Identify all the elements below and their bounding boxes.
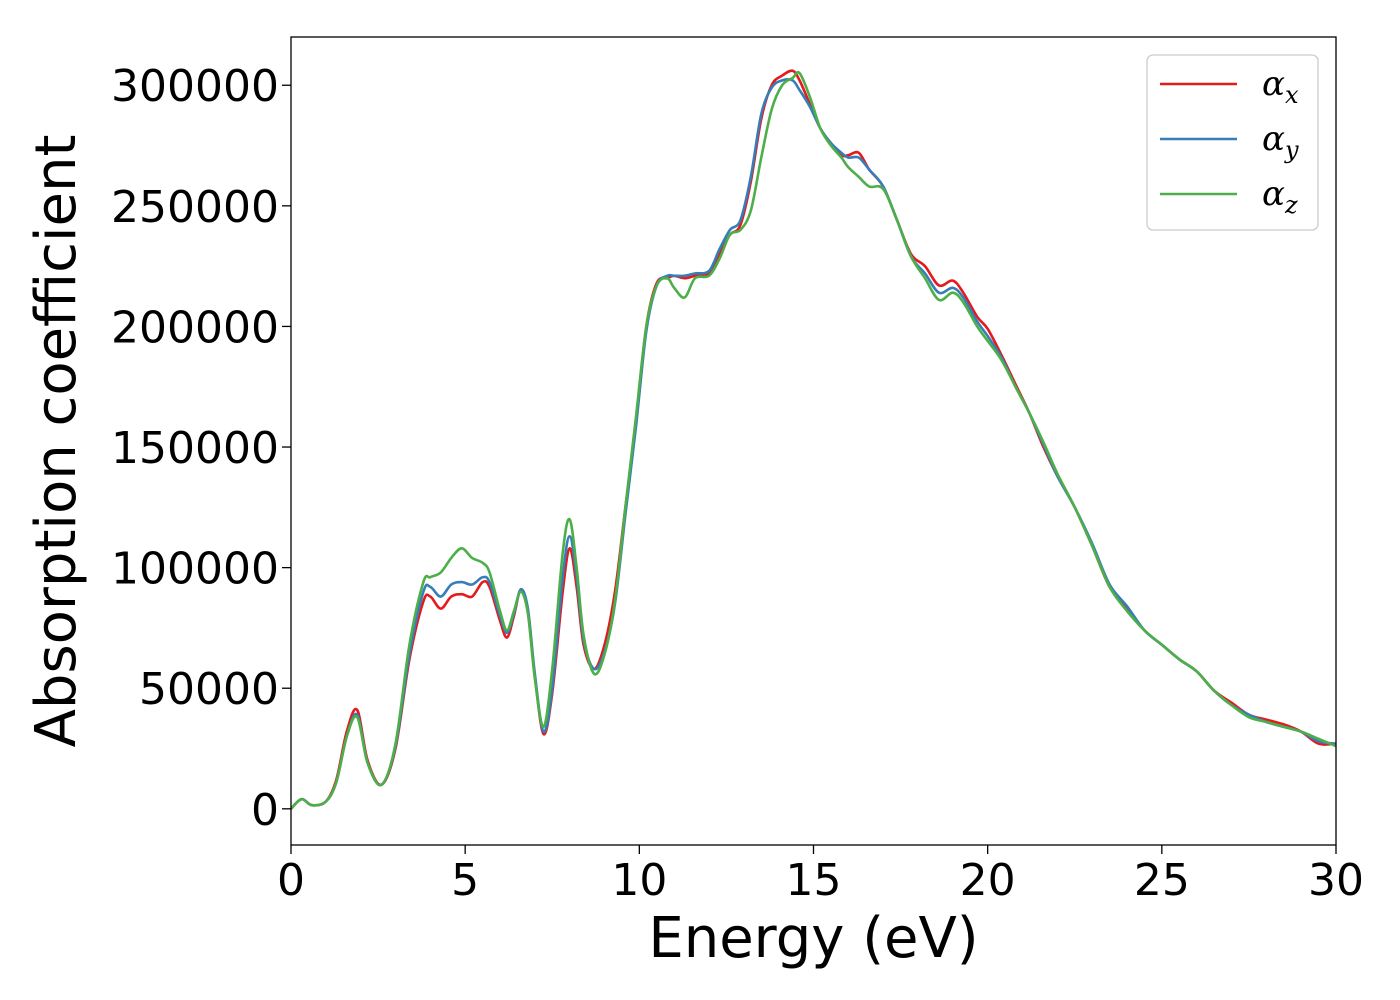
legend: αx αy αz [1146, 54, 1319, 231]
plot-series-group [291, 69, 1336, 810]
y-tick-label: 300000 [111, 61, 279, 112]
y-tick-label: 0 [251, 785, 279, 836]
x-tick-label: 10 [611, 855, 667, 906]
legend-box [1146, 54, 1319, 231]
y-axis-label: Absorption coefficient [24, 135, 89, 748]
x-axis-ticks: 0 5 10 15 20 25 30 [277, 845, 1364, 906]
y-tick-label: 250000 [111, 182, 279, 233]
x-axis-label: Energy (eV) [648, 906, 978, 971]
legend-label-z: αz [1262, 174, 1298, 219]
x-tick-label: 25 [1134, 855, 1190, 906]
y-tick-label: 100000 [111, 544, 279, 595]
y-tick-label: 50000 [139, 664, 279, 715]
legend-label-y: αy [1262, 119, 1299, 164]
plot-frame [290, 36, 1337, 846]
x-tick-label: 15 [786, 855, 842, 906]
x-tick-label: 5 [451, 855, 479, 906]
series-line-z [291, 70, 1336, 810]
x-tick-label: 30 [1308, 855, 1364, 906]
y-tick-label: 150000 [111, 423, 279, 474]
x-tick-label: 20 [960, 855, 1016, 906]
legend-label-x: αx [1262, 64, 1299, 109]
x-tick-label: 0 [277, 855, 305, 906]
y-tick-label: 200000 [111, 302, 279, 353]
y-axis-ticks: 0 50000 100000 150000 200000 250000 300000 [111, 61, 291, 836]
